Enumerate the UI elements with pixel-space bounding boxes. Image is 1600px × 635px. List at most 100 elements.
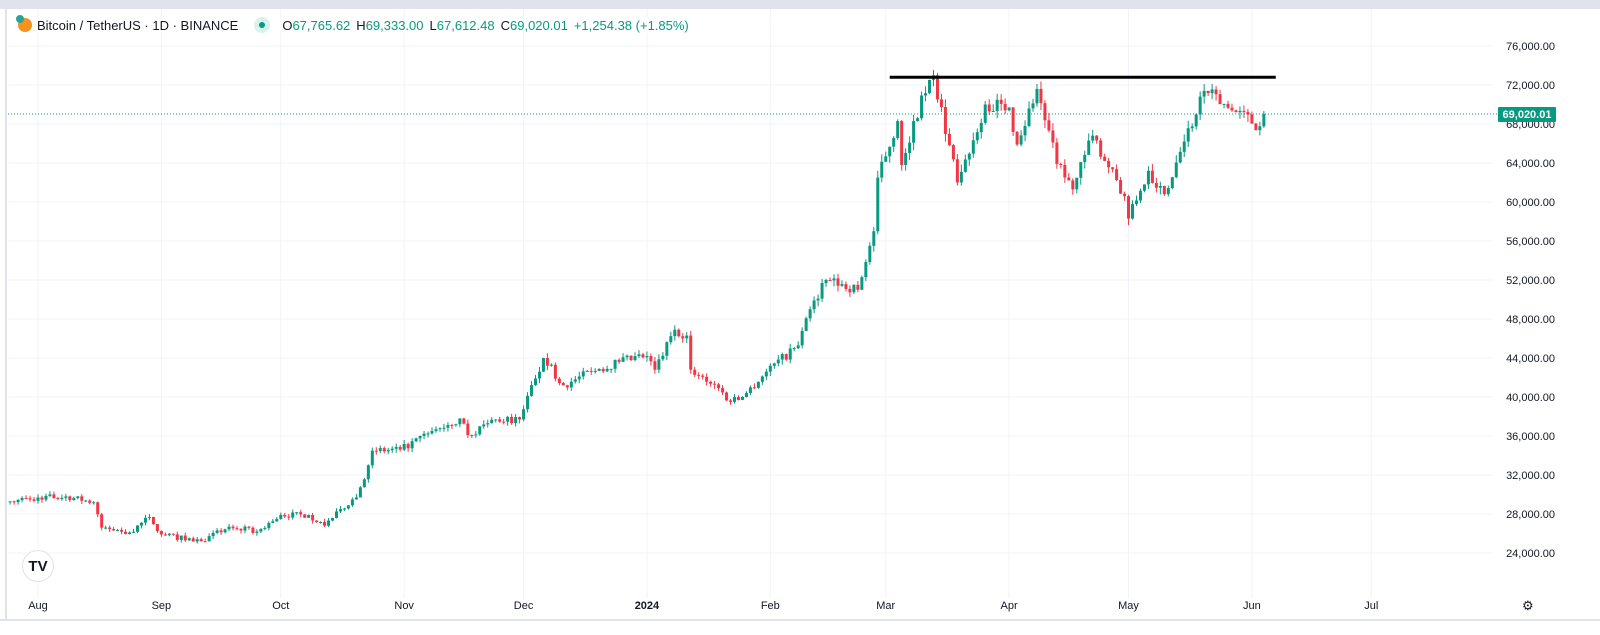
candle-body: [577, 376, 581, 380]
candle-body: [1123, 193, 1127, 197]
y-tick-label: 24,000.00: [1506, 548, 1555, 560]
candle-body: [207, 536, 211, 542]
candle-body: [311, 514, 315, 521]
candle-body: [852, 284, 856, 293]
symbol-title[interactable]: Bitcoin / TetherUS · 1D · BINANCE: [37, 17, 239, 33]
candle-body: [653, 361, 657, 370]
candle-body: [1023, 125, 1027, 136]
candle-body: [609, 368, 613, 370]
candle-body: [390, 448, 394, 451]
candle-body: [8, 501, 12, 503]
candle-body: [1099, 140, 1103, 157]
candle-body: [422, 433, 426, 436]
candle-body: [633, 356, 637, 361]
candle-body: [689, 335, 693, 370]
candle-body: [522, 409, 526, 420]
candle-body: [1059, 163, 1063, 165]
candle-body: [733, 397, 736, 402]
candle-body: [816, 298, 820, 301]
candle-body: [442, 427, 446, 429]
candle-body: [203, 541, 207, 543]
x-tick-label: Oct: [272, 600, 289, 612]
tradingview-logo[interactable]: TV: [22, 550, 54, 582]
candle-body: [175, 534, 179, 540]
y-tick-label: 36,000.00: [1506, 431, 1555, 443]
candle-body: [808, 309, 812, 319]
candle-body: [1166, 188, 1170, 195]
candle-body: [541, 358, 545, 372]
candle-body: [482, 424, 486, 427]
candle-body: [681, 336, 685, 339]
y-tick-label: 64,000.00: [1506, 158, 1555, 170]
last-price-badge: [1498, 107, 1556, 123]
candle-body: [912, 121, 916, 143]
candle-body: [1079, 162, 1083, 178]
candle-body: [661, 355, 665, 360]
candle-body: [163, 534, 167, 536]
candle-body: [147, 516, 151, 518]
y-tick-label: 52,000.00: [1506, 275, 1555, 287]
candle-body: [478, 426, 482, 435]
candle-body: [860, 277, 864, 290]
candle-body: [155, 524, 159, 532]
settings-icon[interactable]: ⚙: [1522, 598, 1534, 613]
candle-body: [772, 363, 776, 366]
candle-body: [939, 99, 943, 107]
candle-body: [848, 288, 852, 293]
candle-body: [307, 514, 311, 518]
candle-body: [979, 122, 983, 133]
candle-body: [1222, 103, 1226, 105]
candle-body: [1091, 135, 1095, 141]
x-tick-label: Sep: [152, 600, 172, 612]
candle-body: [1051, 130, 1055, 143]
candle-body: [884, 156, 888, 162]
candle-body: [1111, 167, 1115, 170]
candle-body: [1003, 103, 1007, 111]
candle-body: [736, 397, 740, 400]
candle-body: [410, 441, 414, 449]
candle-body: [215, 530, 219, 533]
candle-body: [1007, 107, 1011, 111]
candle-body: [1071, 180, 1075, 190]
x-tick-label: Nov: [394, 600, 414, 612]
candle-body: [327, 520, 331, 526]
candle-body: [267, 522, 271, 528]
symbol-legend: Bitcoin / TetherUS · 1D · BINANCE O67,76…: [16, 15, 695, 33]
candle-body: [1206, 90, 1210, 94]
candle-body: [1230, 107, 1234, 111]
candle-body: [378, 448, 382, 451]
candle-body: [1035, 88, 1039, 104]
candle-body: [438, 428, 442, 430]
candle-body: [725, 392, 729, 401]
candle-body: [56, 497, 60, 499]
candle-body: [625, 355, 629, 358]
candle-body: [1067, 177, 1071, 181]
candle-body: [649, 356, 653, 362]
candle-body: [291, 512, 295, 518]
candle-body: [621, 357, 625, 362]
candle-body: [283, 514, 287, 517]
candle-body: [136, 525, 139, 532]
candle-body: [454, 424, 458, 426]
candle-body: [908, 142, 912, 154]
candle-body: [1218, 94, 1222, 105]
candle-body: [701, 375, 705, 377]
candle-body: [959, 171, 963, 183]
candle-body: [366, 465, 370, 480]
candle-body: [928, 79, 932, 94]
candle-body: [971, 140, 975, 154]
candle-body: [470, 435, 474, 437]
candle-body: [406, 443, 410, 449]
candle-body: [1107, 160, 1111, 168]
candle-body: [1210, 89, 1214, 94]
candle-body: [338, 509, 342, 512]
candle-body: [1055, 142, 1059, 164]
market-status-icon[interactable]: [254, 17, 271, 33]
candle-body: [132, 531, 136, 533]
candle-body: [549, 364, 553, 366]
candle-body: [104, 527, 108, 529]
candle-body: [24, 498, 28, 500]
candle-body: [657, 359, 661, 370]
candle-body: [840, 284, 844, 286]
